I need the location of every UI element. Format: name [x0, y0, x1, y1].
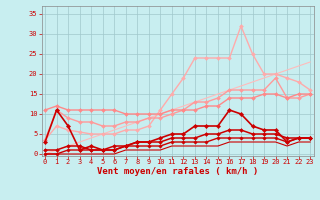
X-axis label: Vent moyen/en rafales ( km/h ): Vent moyen/en rafales ( km/h ) — [97, 167, 258, 176]
